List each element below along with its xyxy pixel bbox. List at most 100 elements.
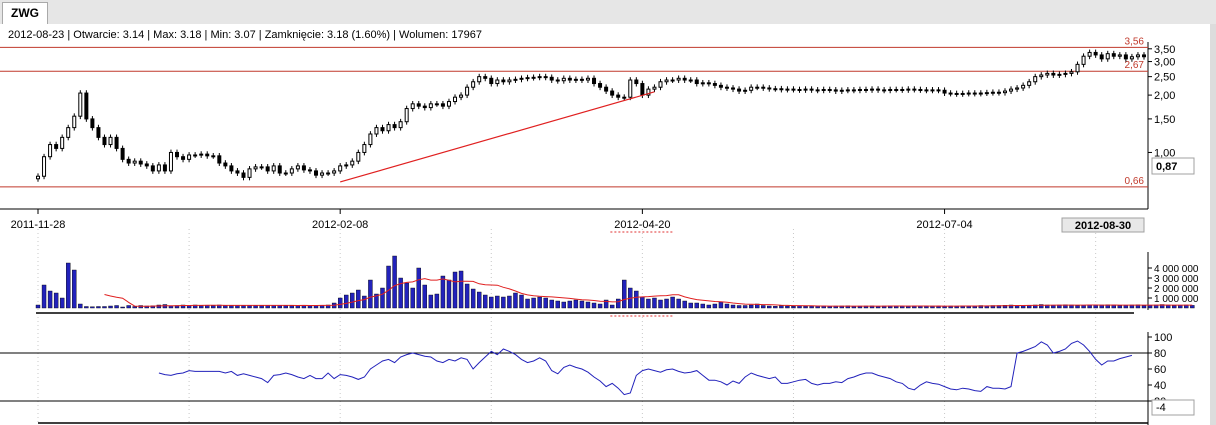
- candle-body: [1015, 87, 1020, 90]
- candle-body: [694, 79, 699, 85]
- candle-body: [803, 88, 808, 91]
- volume-bar: [603, 299, 609, 309]
- candle-body: [1111, 53, 1116, 57]
- volume-bar: [640, 296, 645, 309]
- volume-bar: [374, 293, 379, 309]
- candle-body: [827, 89, 832, 92]
- rsi-tick-label: 100: [1154, 332, 1172, 344]
- volume-bar: [156, 304, 162, 309]
- volume-bar: [446, 279, 452, 309]
- date-label: 2012-02-08: [312, 219, 368, 231]
- candle-body: [138, 160, 143, 165]
- candle-body: [513, 78, 518, 81]
- volume-bar: [736, 305, 742, 309]
- candle-body: [398, 121, 403, 129]
- trendline: [340, 91, 655, 183]
- volume-bar: [398, 277, 403, 309]
- volume-bar: [162, 304, 168, 309]
- volume-bar: [712, 303, 718, 309]
- candle-body: [289, 168, 294, 174]
- volume-bar: [555, 300, 560, 309]
- volume-bar: [483, 294, 488, 309]
- candle-body: [66, 127, 71, 138]
- candle-body: [966, 92, 971, 95]
- volume-bar: [773, 306, 778, 309]
- volume-bar: [779, 305, 784, 309]
- cursor-date-badge: [1061, 217, 1145, 233]
- rsi-value-label: -4: [1156, 402, 1166, 414]
- vertical-scrollbar[interactable]: [1210, 24, 1216, 425]
- price-tick-label: 2,00: [1154, 90, 1175, 102]
- candle-body: [561, 77, 566, 82]
- candle-body: [839, 89, 844, 92]
- candle-body: [90, 118, 95, 129]
- support-line-label: 2,67: [1125, 60, 1145, 71]
- volume-bar: [652, 297, 657, 309]
- volume-bar: [350, 292, 355, 309]
- stock-chart[interactable]: 3,503,00 2,50 2,00 1,50 1,00 3,56 2,67 0,66 2011…: [0, 24, 1210, 425]
- candle-body: [863, 89, 868, 92]
- candle-body: [1117, 54, 1122, 57]
- candle-body: [181, 156, 186, 160]
- volume-bar: [495, 295, 500, 309]
- candle-body: [960, 92, 965, 95]
- candle-body: [646, 88, 651, 96]
- candle-body: [573, 78, 578, 81]
- candle-body: [199, 153, 204, 156]
- candle-body: [483, 76, 488, 79]
- date-label: 2011-11-28: [11, 219, 66, 231]
- candle-body: [150, 165, 155, 172]
- volume-bar: [706, 304, 712, 309]
- candle-body: [537, 76, 542, 79]
- candle-body: [416, 103, 421, 107]
- rsi-value-badge: [1151, 399, 1195, 416]
- candle-body: [362, 144, 367, 153]
- tab-zwg[interactable]: ZWG: [2, 2, 48, 25]
- candle-body: [356, 151, 361, 162]
- candle-body: [658, 81, 663, 88]
- volume-bar: [664, 298, 669, 309]
- volume-bar: [41, 284, 47, 309]
- volume-tick-label: 4 000 000: [1154, 264, 1199, 275]
- candle-body: [132, 160, 137, 164]
- candle-body: [791, 88, 796, 91]
- candle-body: [471, 81, 476, 88]
- cursor-date-label: 2012-08-30: [1075, 220, 1131, 232]
- candle-body: [610, 90, 615, 96]
- volume-bar: [59, 297, 65, 309]
- volume-bar: [362, 295, 367, 309]
- volume-bar: [597, 303, 603, 309]
- volume-bar: [797, 305, 802, 309]
- volume-bar: [785, 305, 790, 309]
- candle-body: [543, 76, 548, 79]
- volume-bar: [386, 265, 391, 309]
- volume-bar: [742, 305, 748, 309]
- candle-body: [78, 92, 83, 117]
- candle-body: [731, 87, 736, 90]
- info-bar: 2012-08-23 | Otwarcie: 3.14 | Max: 3.18 …: [8, 29, 482, 41]
- volume-bar: [585, 301, 591, 309]
- volume-bar: [688, 302, 693, 309]
- candle-body: [912, 88, 917, 91]
- candle-body: [428, 103, 433, 109]
- candle-body: [531, 76, 536, 79]
- candle-body: [507, 79, 512, 83]
- candle-body: [1063, 72, 1068, 75]
- candle-body: [833, 89, 838, 92]
- volume-bar: [567, 300, 573, 309]
- candle-body: [495, 79, 500, 85]
- date-label: 2012-07-04: [916, 219, 972, 231]
- candle-body: [144, 163, 149, 167]
- volume-bar: [591, 302, 597, 309]
- candle-body: [894, 89, 899, 92]
- candle-body: [549, 76, 554, 81]
- candle-body: [640, 83, 645, 96]
- candle-body: [604, 86, 609, 92]
- volume-bar: [803, 306, 808, 309]
- volume-bar: [1178, 305, 1183, 309]
- current-value-label: 0,87: [1156, 161, 1177, 173]
- candle-body: [978, 92, 983, 95]
- volume-bar: [682, 300, 687, 309]
- candle-body: [501, 79, 506, 83]
- candle-body: [156, 164, 161, 172]
